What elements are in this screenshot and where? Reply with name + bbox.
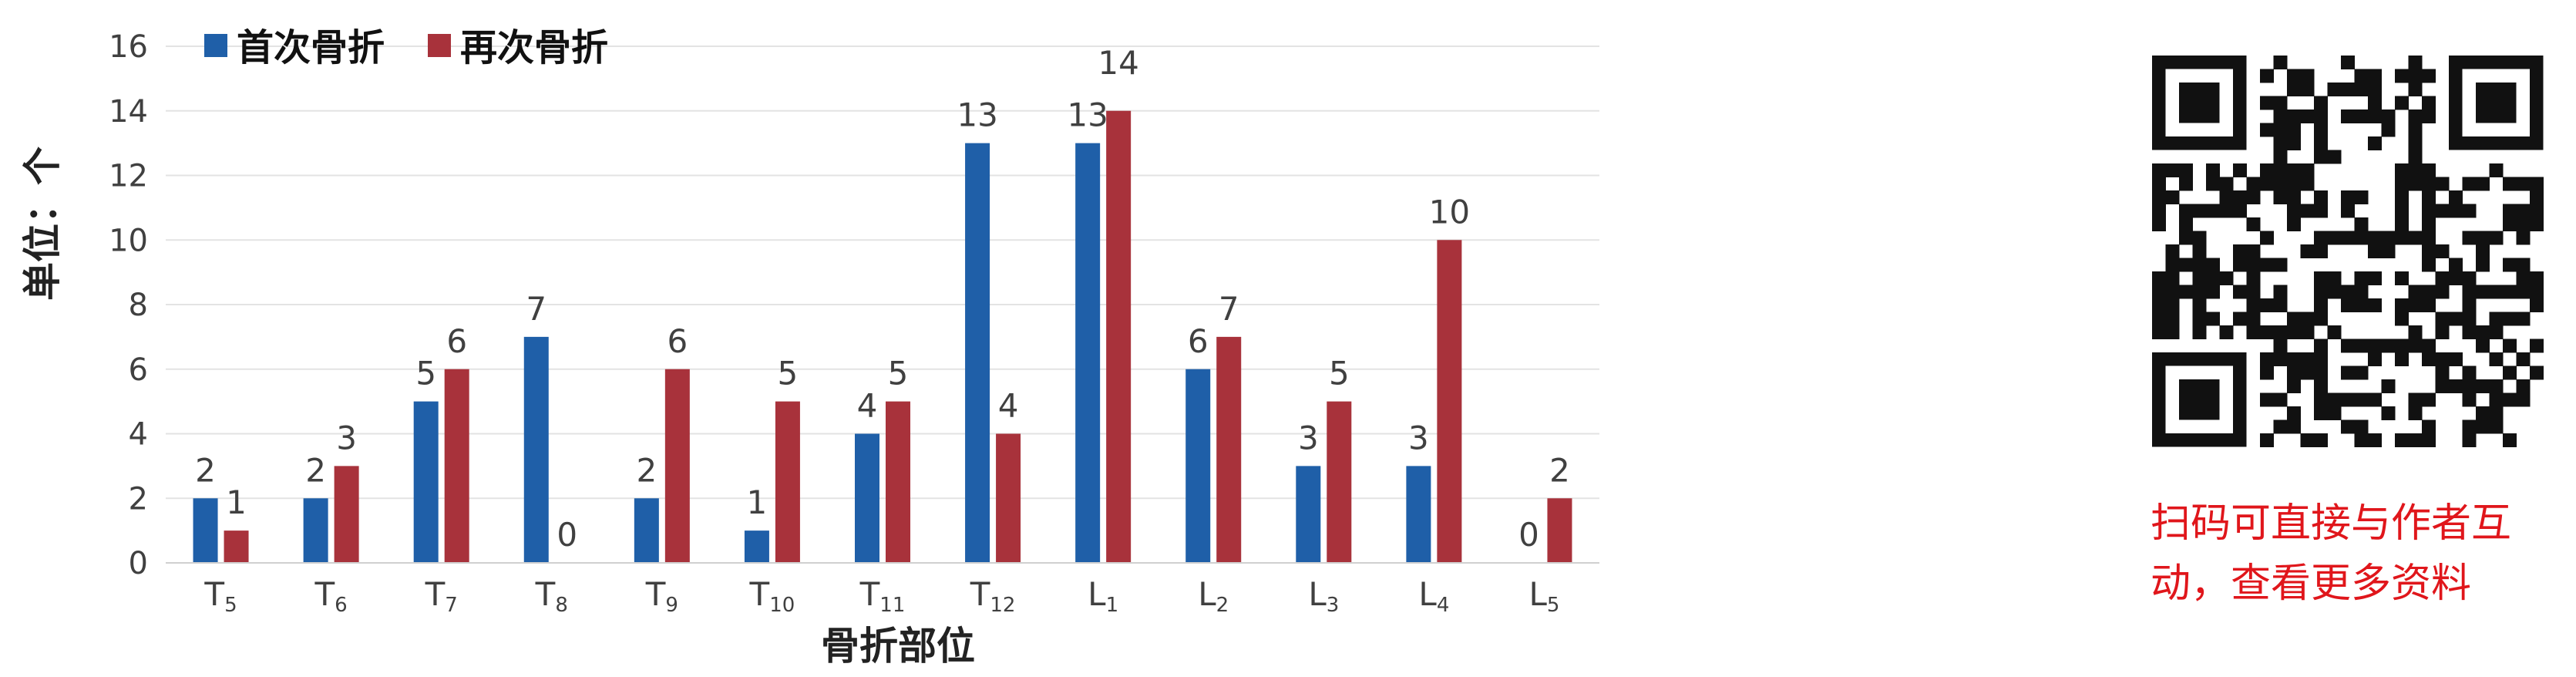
x-tick-label: L3 bbox=[1308, 575, 1339, 617]
data-label-first-fracture: 2 bbox=[305, 451, 326, 489]
bar-first-fracture bbox=[855, 433, 879, 563]
x-tick-label: L2 bbox=[1198, 575, 1229, 617]
y-tick-label: 14 bbox=[109, 94, 148, 130]
bar-refracture bbox=[1547, 498, 1572, 563]
y-tick-label: 10 bbox=[109, 223, 148, 258]
y-tick-label: 2 bbox=[129, 481, 148, 517]
bar-first-fracture bbox=[523, 336, 549, 563]
y-tick-label: 4 bbox=[129, 417, 148, 453]
y-tick-label: 6 bbox=[129, 352, 148, 388]
x-axis-title: 骨折部位 bbox=[821, 624, 975, 669]
qr-caption: 扫码可直接与作者互 动，查看更多资料 bbox=[2151, 493, 2567, 614]
x-tick-label: L5 bbox=[1528, 575, 1559, 617]
bar-refracture bbox=[444, 369, 469, 563]
x-tick-label: L4 bbox=[1418, 575, 1449, 617]
y-tick-label: 0 bbox=[129, 546, 148, 581]
legend-swatch-refracture bbox=[428, 34, 451, 57]
x-tick-label: T12 bbox=[970, 575, 1016, 617]
data-label-first-fracture: 5 bbox=[415, 355, 436, 392]
x-tick-label: T5 bbox=[203, 575, 237, 617]
bars bbox=[193, 110, 1572, 563]
legend-label-first-fracture: 首次骨折 bbox=[237, 26, 385, 69]
bar-refracture bbox=[775, 401, 800, 563]
data-label-first-fracture: 13 bbox=[1067, 96, 1108, 134]
bar-first-fracture bbox=[1406, 466, 1431, 563]
legend: 首次骨折 再次骨折 bbox=[204, 26, 608, 69]
data-label-first-fracture: 13 bbox=[957, 96, 997, 134]
bar-first-fracture bbox=[744, 530, 769, 563]
bar-refracture bbox=[1216, 336, 1242, 563]
y-tick-label: 16 bbox=[109, 29, 148, 65]
data-label-first-fracture: 3 bbox=[1298, 419, 1319, 456]
x-tick-label: L1 bbox=[1088, 575, 1118, 617]
gridlines bbox=[166, 45, 1599, 500]
bar-first-fracture bbox=[965, 143, 990, 563]
bar-first-fracture bbox=[193, 498, 218, 563]
y-axis-ticks: 0 2 4 6 8 10 12 14 16 bbox=[109, 29, 148, 581]
bar-refracture bbox=[1437, 240, 1462, 563]
data-label-first-fracture: 2 bbox=[195, 451, 216, 489]
bar-refracture bbox=[664, 369, 690, 563]
data-label-refracture: 1 bbox=[226, 483, 247, 521]
data-label-refracture: 5 bbox=[778, 355, 799, 392]
qr-code-icon bbox=[2151, 54, 2544, 455]
data-label-refracture: 3 bbox=[336, 419, 357, 456]
bar-refracture bbox=[996, 433, 1021, 563]
data-label-first-fracture: 7 bbox=[526, 290, 546, 328]
x-tick-label: T6 bbox=[314, 575, 348, 617]
data-label-refracture: 5 bbox=[888, 355, 909, 392]
data-label-refracture: 10 bbox=[1429, 193, 1470, 231]
data-label-first-fracture: 1 bbox=[747, 483, 768, 521]
data-label-first-fracture: 0 bbox=[1518, 516, 1539, 554]
bar-first-fracture bbox=[634, 498, 659, 563]
data-label-refracture: 0 bbox=[557, 516, 577, 554]
x-tick-label: T10 bbox=[749, 575, 795, 617]
bar-first-fracture bbox=[303, 498, 328, 563]
data-label-first-fracture: 2 bbox=[636, 451, 657, 489]
data-label-refracture: 14 bbox=[1098, 44, 1138, 82]
data-label-refracture: 6 bbox=[667, 322, 688, 360]
bar-first-fracture bbox=[1296, 466, 1321, 563]
data-label-refracture: 2 bbox=[1549, 451, 1570, 489]
x-tick-label: T9 bbox=[645, 575, 678, 617]
data-label-first-fracture: 6 bbox=[1188, 322, 1209, 360]
bar-refracture bbox=[886, 401, 910, 563]
legend-label-refracture: 再次骨折 bbox=[460, 26, 608, 69]
bar-first-fracture bbox=[1075, 143, 1101, 563]
bar-refracture bbox=[334, 466, 359, 563]
data-label-refracture: 7 bbox=[1219, 290, 1239, 328]
legend-swatch-first-fracture bbox=[204, 34, 227, 57]
qr-caption-line2: 动，查看更多资料 bbox=[2151, 561, 2472, 607]
bar-refracture bbox=[1327, 401, 1352, 563]
bar-first-fracture bbox=[413, 401, 439, 563]
x-tick-label: T11 bbox=[859, 575, 906, 617]
bar-first-fracture bbox=[1185, 369, 1211, 563]
bar-refracture bbox=[1106, 110, 1132, 563]
y-tick-label: 8 bbox=[129, 288, 148, 323]
qr-caption-line1: 扫码可直接与作者互 bbox=[2151, 500, 2512, 547]
x-axis-ticks: T5 T6 T7 T8 T9 T10 T11 T12 L1 L2 L3 L4 L5 bbox=[203, 575, 1559, 617]
x-tick-label: T8 bbox=[535, 575, 568, 617]
y-tick-label: 12 bbox=[109, 159, 148, 194]
bar-refracture bbox=[224, 530, 249, 563]
data-label-first-fracture: 4 bbox=[857, 387, 878, 425]
data-label-refracture: 6 bbox=[446, 322, 467, 360]
x-tick-label: T7 bbox=[425, 575, 458, 617]
data-label-refracture: 5 bbox=[1329, 355, 1350, 392]
y-axis-title: 单位：个 bbox=[20, 147, 65, 301]
data-label-first-fracture: 3 bbox=[1408, 419, 1429, 456]
data-label-refracture: 4 bbox=[998, 387, 1019, 425]
